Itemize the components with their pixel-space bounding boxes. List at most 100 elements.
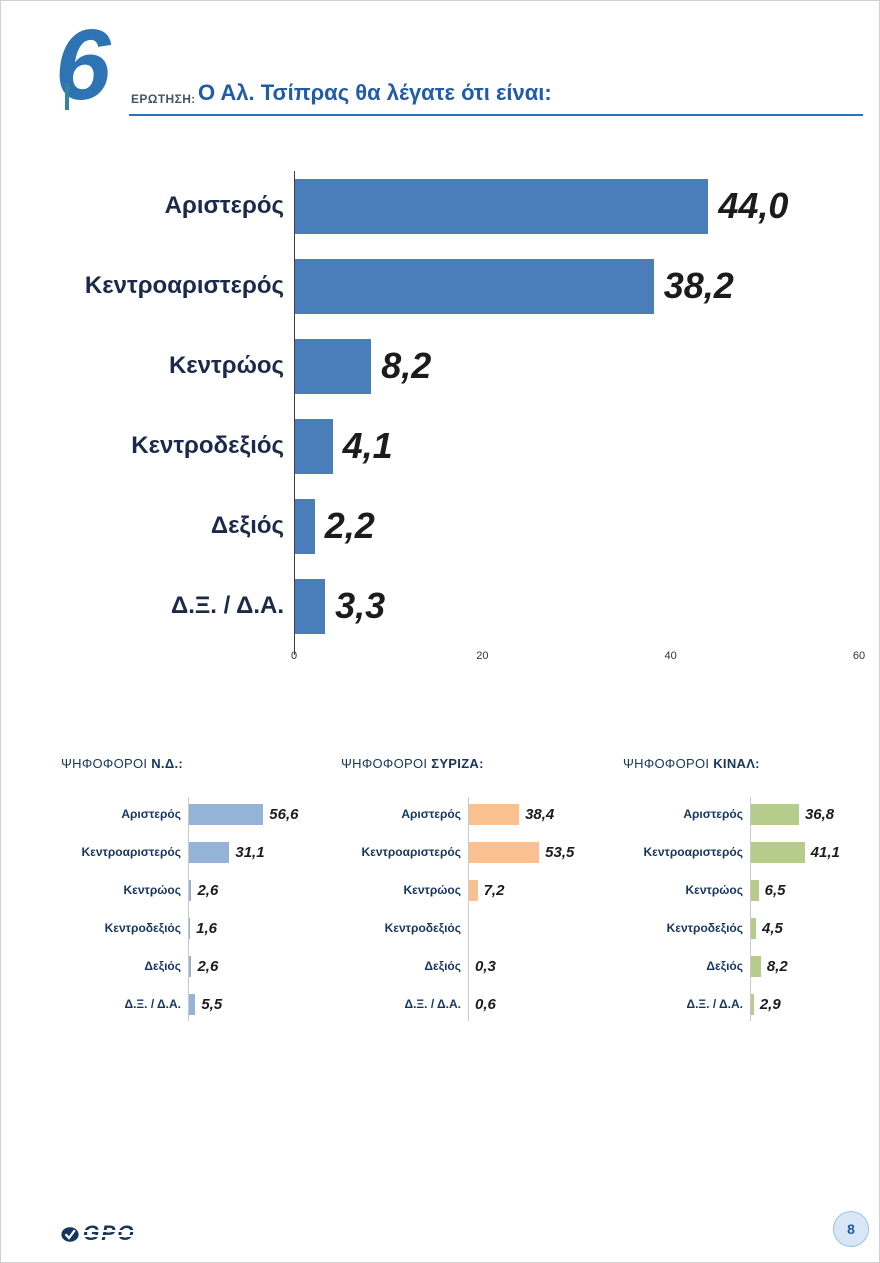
sub-bar-area bbox=[468, 909, 609, 947]
value-label: 44,0 bbox=[718, 185, 789, 226]
teal-accent-bar bbox=[65, 83, 69, 110]
sub-value-label: 2,9 bbox=[759, 995, 781, 1013]
sub-category-label: Αριστερός bbox=[401, 807, 461, 821]
category-label: Δ.Ξ. / Δ.Α. bbox=[170, 592, 284, 619]
sub-bar bbox=[468, 803, 520, 825]
sub-value-label: 5,5 bbox=[201, 995, 223, 1013]
bar bbox=[294, 338, 372, 394]
category-label: Κεντροδεξιός bbox=[131, 432, 284, 459]
sub-chart-syriza: ΨΗΦΟΦΟΡΟΙ ΣΥΡΙΖΑ: Αριστερός 38,4 Κεντροαρι… bbox=[341, 756, 609, 1023]
sub-bar-area: 2,6 bbox=[188, 871, 329, 909]
main-chart-row: Δ.Ξ. / Δ.Α. 3,3 bbox=[61, 566, 861, 646]
x-axis-tick: 40 bbox=[664, 650, 677, 662]
sub-bar-area: 0,6 bbox=[468, 985, 609, 1023]
bar bbox=[294, 258, 654, 314]
sub-bar-area: 6,5 bbox=[750, 871, 879, 909]
sub-bar bbox=[750, 841, 805, 863]
sub-chart-row: Αριστερός 56,6 bbox=[61, 795, 329, 833]
sub-chart-row: Δεξιός 8,2 bbox=[623, 947, 879, 985]
sub-bar bbox=[188, 879, 192, 901]
category-label: Κεντρώος bbox=[168, 352, 284, 379]
page-title: Ο Αλ. Τσίπρας θα λέγατε ότι είναι: bbox=[198, 80, 552, 105]
sub-category-label: Αριστερός bbox=[683, 807, 743, 821]
x-axis-tick: 0 bbox=[290, 650, 298, 662]
value-label: 38,2 bbox=[663, 265, 734, 306]
logo-text-wrap: GPO bbox=[81, 1222, 138, 1245]
sub-value-label: 0,6 bbox=[475, 995, 496, 1013]
sub-value-label: 2,6 bbox=[197, 957, 219, 975]
bar-area: 8,2 bbox=[294, 326, 861, 406]
sub-chart-title: ΨΗΦΟΦΟΡΟΙ Ν.Δ.: bbox=[61, 756, 329, 771]
sub-chart-party-name: Ν.Δ.: bbox=[151, 756, 184, 771]
question-number: 6 bbox=[55, 9, 111, 121]
main-chart-y-axis bbox=[294, 171, 295, 655]
value-label: 8,2 bbox=[381, 345, 432, 386]
sub-value-label: 0,3 bbox=[475, 957, 496, 975]
sub-bar-area: 56,6 bbox=[188, 795, 329, 833]
sub-value-label: 2,6 bbox=[197, 881, 219, 899]
sub-category-label: Κεντροδεξιός bbox=[104, 921, 181, 935]
sub-chart-axis bbox=[468, 797, 469, 1021]
bar bbox=[294, 498, 315, 554]
category-label: Κεντροαριστερός bbox=[84, 272, 284, 299]
sub-category-label: Δ.Ξ. / Δ.Α. bbox=[686, 997, 743, 1011]
sub-chart-axis bbox=[750, 797, 751, 1021]
sub-bar bbox=[188, 841, 230, 863]
main-chart-row: Κεντρώος 8,2 bbox=[61, 326, 861, 406]
sub-value-label: 53,5 bbox=[545, 843, 575, 861]
sub-chart-row: Κεντροαριστερός 53,5 bbox=[341, 833, 609, 871]
sub-category-label: Δεξιός bbox=[144, 959, 181, 973]
sub-chart-title: ΨΗΦΟΦΟΡΟΙ ΚΙΝΑΛ: bbox=[623, 756, 879, 771]
bar-area: 44,0 bbox=[294, 166, 861, 246]
sub-category-label: Δεξιός bbox=[424, 959, 461, 973]
sub-chart-row: Κεντρώος 6,5 bbox=[623, 871, 879, 909]
sub-category-label: Αριστερός bbox=[121, 807, 181, 821]
value-label: 3,3 bbox=[335, 585, 386, 626]
sub-chart-rows: Αριστερός 36,8 Κεντροαριστερός 41,1 Κεντρώος… bbox=[623, 795, 879, 1023]
sub-bar bbox=[750, 993, 754, 1015]
sub-value-label: 6,5 bbox=[764, 881, 786, 899]
sub-value-label: 38,4 bbox=[525, 805, 555, 823]
logo-stripe bbox=[81, 1230, 138, 1232]
bar bbox=[294, 418, 333, 474]
sub-chart-row: Κεντροδεξιός 1,6 bbox=[61, 909, 329, 947]
sub-value-label: 8,2 bbox=[766, 957, 788, 975]
main-chart-row: Δεξιός 2,2 bbox=[61, 486, 861, 566]
sub-category-label: Κεντροαριστερός bbox=[81, 845, 181, 859]
sub-chart-rows: Αριστερός 56,6 Κεντροαριστερός 31,1 Κεντρώος… bbox=[61, 795, 329, 1023]
sub-bar bbox=[468, 841, 540, 863]
sub-value-label: 36,8 bbox=[804, 805, 835, 823]
logo-check-icon bbox=[61, 1226, 79, 1242]
main-chart-row: Αριστερός 44,0 bbox=[61, 166, 861, 246]
sub-chart-title-prefix: ΨΗΦΟΦΟΡΟΙ bbox=[61, 756, 148, 771]
sub-chart-title-prefix: ΨΗΦΟΦΟΡΟΙ bbox=[341, 756, 428, 771]
sub-chart-row: Δεξιός 2,6 bbox=[61, 947, 329, 985]
gpo-logo: GPO bbox=[61, 1222, 138, 1245]
sub-chart-row: Αριστερός 36,8 bbox=[623, 795, 879, 833]
sub-chart-row: Κεντροδεξιός bbox=[341, 909, 609, 947]
sub-value-label: 1,6 bbox=[196, 919, 217, 937]
sub-bar-area: 1,6 bbox=[188, 909, 329, 947]
main-chart-row: Κεντροδεξιός 4,1 bbox=[61, 406, 861, 486]
sub-bar bbox=[188, 993, 196, 1015]
sub-value-label: 56,6 bbox=[269, 805, 299, 823]
sub-bar-area: 41,1 bbox=[750, 833, 879, 871]
sub-category-label: Κεντρώος bbox=[685, 883, 743, 897]
main-chart: Αριστερός 44,0 Κεντροαριστερός 38,2 Κεντρώος… bbox=[61, 166, 865, 668]
category-label: Δεξιός bbox=[210, 512, 284, 539]
sub-bar-area: 31,1 bbox=[188, 833, 329, 871]
sub-bar bbox=[750, 879, 759, 901]
page-number-badge: 8 bbox=[833, 1211, 869, 1247]
sub-bar-area: 2,9 bbox=[750, 985, 879, 1023]
sub-chart-party-name: ΚΙΝΑΛ: bbox=[713, 756, 760, 771]
sub-value-label: 41,1 bbox=[810, 843, 840, 861]
sub-bar-area: 38,4 bbox=[468, 795, 609, 833]
sub-chart-row: Κεντρώος 7,2 bbox=[341, 871, 609, 909]
sub-bar bbox=[188, 803, 264, 825]
sub-chart-row: Κεντροαριστερός 31,1 bbox=[61, 833, 329, 871]
logo-text: GPO bbox=[83, 1222, 136, 1245]
sub-category-label: Κεντρώος bbox=[123, 883, 181, 897]
sub-category-label: Δ.Ξ. / Δ.Α. bbox=[124, 997, 181, 1011]
sub-bar-area: 36,8 bbox=[750, 795, 879, 833]
